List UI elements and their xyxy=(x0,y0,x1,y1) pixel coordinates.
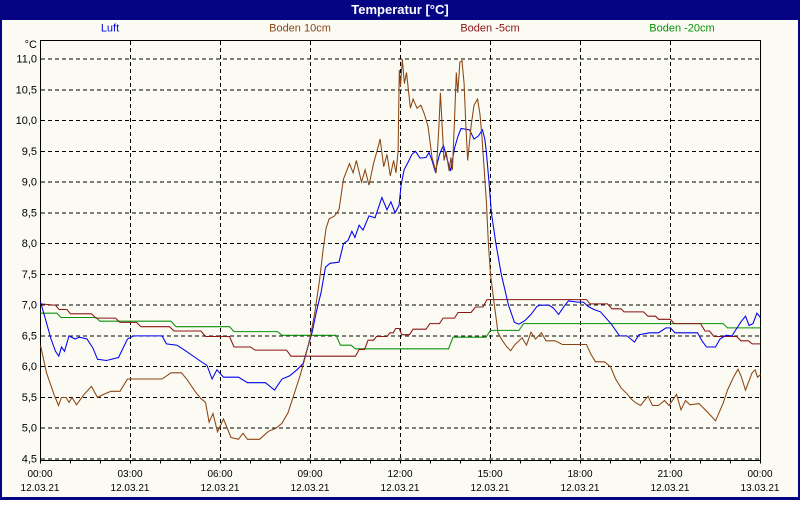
svg-text:Temperatur [°C]: Temperatur [°C] xyxy=(351,2,448,17)
svg-text:12.03.21: 12.03.21 xyxy=(381,483,420,494)
svg-text:Luft: Luft xyxy=(101,23,119,35)
svg-text:12.03.21: 12.03.21 xyxy=(561,483,600,494)
svg-text:06:00: 06:00 xyxy=(207,469,232,480)
svg-text:9,0: 9,0 xyxy=(22,177,37,189)
svg-text:5,0: 5,0 xyxy=(22,423,37,435)
svg-text:6,0: 6,0 xyxy=(22,361,37,373)
svg-text:9,5: 9,5 xyxy=(22,146,37,158)
svg-text:12.03.21: 12.03.21 xyxy=(651,483,690,494)
svg-text:12.03.21: 12.03.21 xyxy=(201,483,240,494)
svg-text:10,5: 10,5 xyxy=(16,84,37,96)
svg-text:10,0: 10,0 xyxy=(16,115,37,127)
svg-text:7,0: 7,0 xyxy=(22,300,37,312)
svg-text:13.03.21: 13.03.21 xyxy=(741,483,780,494)
svg-text:09:00: 09:00 xyxy=(297,469,322,480)
svg-text:Boden -20cm: Boden -20cm xyxy=(649,23,714,35)
svg-text:8,0: 8,0 xyxy=(22,238,37,250)
svg-text:00:00: 00:00 xyxy=(27,469,52,480)
svg-text:°C: °C xyxy=(25,39,37,51)
svg-text:Boden -5cm: Boden -5cm xyxy=(460,23,519,35)
svg-text:03:00: 03:00 xyxy=(117,469,142,480)
svg-text:Boden 10cm: Boden 10cm xyxy=(269,23,331,35)
svg-text:18:00: 18:00 xyxy=(567,469,592,480)
svg-text:12.03.21: 12.03.21 xyxy=(21,483,60,494)
svg-text:11,0: 11,0 xyxy=(16,54,37,66)
svg-text:12.03.21: 12.03.21 xyxy=(471,483,510,494)
svg-text:12:00: 12:00 xyxy=(387,469,412,480)
svg-text:5,5: 5,5 xyxy=(22,392,37,404)
svg-text:12.03.21: 12.03.21 xyxy=(291,483,330,494)
svg-text:8,5: 8,5 xyxy=(22,207,37,219)
svg-text:4,5: 4,5 xyxy=(22,454,37,466)
svg-text:6,5: 6,5 xyxy=(22,330,37,342)
svg-text:15:00: 15:00 xyxy=(477,469,502,480)
svg-text:21:00: 21:00 xyxy=(657,469,682,480)
svg-text:00:00: 00:00 xyxy=(747,469,772,480)
svg-text:12.03.21: 12.03.21 xyxy=(111,483,150,494)
svg-text:7,5: 7,5 xyxy=(22,269,37,281)
